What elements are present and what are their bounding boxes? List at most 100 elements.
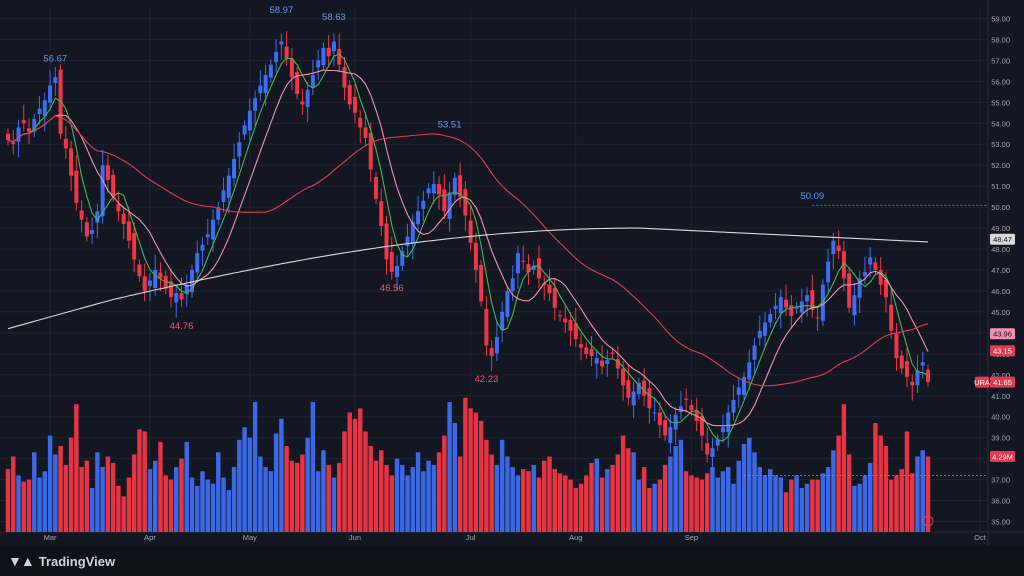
candle-body	[610, 352, 615, 354]
volume-bar	[42, 471, 48, 532]
candle-body	[111, 174, 116, 197]
volume-bar	[268, 471, 274, 532]
volume-bar	[258, 456, 263, 532]
candle-body	[237, 142, 242, 157]
candle-body	[515, 253, 520, 274]
volume-bar	[221, 477, 226, 532]
volume-bar	[252, 402, 258, 532]
volume-bar	[242, 427, 247, 532]
volume-bar	[205, 479, 210, 532]
volume-bar	[731, 483, 736, 532]
candle-body	[878, 270, 883, 285]
volume-bar	[704, 473, 710, 532]
candle-body	[6, 133, 10, 141]
candle-body	[883, 279, 888, 298]
candle-body	[137, 264, 142, 277]
volume-bar	[794, 475, 799, 532]
candle-body	[904, 360, 909, 377]
volume-bar	[168, 479, 174, 532]
volume-bar	[873, 423, 878, 532]
candle-body	[84, 222, 89, 237]
volume-bar	[405, 475, 410, 532]
replay-marker-icon	[922, 515, 934, 527]
volume-bar	[657, 479, 663, 532]
candle-body	[899, 355, 904, 369]
candle-body	[647, 388, 652, 409]
candle-body	[331, 41, 336, 52]
brand[interactable]: ▼▲ TradingView	[8, 553, 115, 569]
tradingview-logo-icon: ▼▲	[8, 553, 35, 569]
candle-body	[310, 75, 315, 88]
price-axis[interactable]: 35.0036.0037.0038.0039.0040.0041.0042.00…	[991, 14, 1010, 526]
volume-bar	[757, 467, 762, 532]
candle-body	[857, 278, 862, 298]
candle-body	[347, 85, 352, 105]
price-tag-badge	[990, 451, 1015, 463]
candle-body	[805, 295, 810, 302]
volume-bar	[605, 469, 610, 532]
candle-body	[389, 251, 394, 273]
volume-bar	[384, 464, 389, 532]
volume-bar	[773, 475, 778, 532]
peak-annotation-label: 44.76	[170, 321, 194, 332]
candle-body	[552, 288, 557, 308]
volume-bar	[300, 454, 305, 532]
candlesticks	[6, 31, 930, 470]
volume-bar	[200, 471, 205, 532]
candle-body	[631, 391, 636, 406]
volume-bar	[16, 475, 21, 532]
candle-body	[742, 376, 746, 395]
volume-bar	[526, 471, 531, 532]
candle-body	[410, 221, 415, 245]
candle-body	[920, 362, 925, 366]
volume-bar	[468, 408, 473, 532]
volume-bar	[179, 458, 184, 532]
candle-body	[489, 347, 494, 356]
candle-body	[531, 265, 536, 270]
volume-bar	[216, 452, 221, 532]
volume-bar	[652, 483, 657, 532]
volume-bar	[589, 462, 594, 532]
candle-body	[889, 304, 894, 331]
volume-bar	[494, 464, 500, 532]
volume-bar	[542, 460, 547, 532]
candle-body	[689, 404, 694, 411]
volume-bar	[747, 437, 752, 532]
volume-bar	[894, 475, 899, 532]
volume-bar	[210, 483, 216, 532]
price-tick-label: 49.00	[991, 224, 1010, 233]
candle-body	[200, 244, 205, 251]
volume-bar	[226, 490, 232, 532]
volume-bar	[489, 454, 494, 532]
candle-body	[158, 272, 163, 279]
candle-body	[862, 272, 867, 276]
chart-grid	[0, 0, 1024, 546]
candle-body	[815, 317, 820, 319]
candle-body	[121, 213, 126, 224]
candle-body	[468, 220, 473, 243]
price-tick-label: 46.00	[991, 287, 1010, 296]
volume-bar	[400, 464, 405, 532]
price-tick-label: 59.00	[991, 14, 1010, 23]
time-axis[interactable]: Mar Apr May Jun Jul Aug Sep Oct	[44, 533, 987, 542]
candle-body	[500, 311, 505, 330]
peak-annotation-label: 58.97	[269, 5, 293, 16]
footer-bar: ▼▲ TradingView	[0, 546, 1024, 576]
volume-bar	[442, 435, 447, 532]
candle-body	[358, 117, 363, 128]
candle-body	[494, 337, 499, 354]
volume-bar	[410, 467, 416, 532]
time-tick-label: Jun	[349, 533, 361, 542]
candle-body	[447, 192, 452, 219]
candle-body	[642, 380, 647, 396]
volume-bar	[58, 446, 63, 532]
volume-bar	[636, 479, 642, 532]
volume-bar	[152, 460, 158, 532]
volume-bar	[358, 408, 363, 532]
price-chart[interactable]: 56.67 44.76 58.97 58.63 46.56 53.51 42.23 50.09…	[0, 0, 1024, 546]
volume-bar	[368, 446, 373, 532]
volume-bar	[89, 487, 95, 532]
volume-bar	[615, 454, 621, 532]
volume-bar	[363, 431, 368, 532]
volume-bar	[862, 475, 868, 532]
